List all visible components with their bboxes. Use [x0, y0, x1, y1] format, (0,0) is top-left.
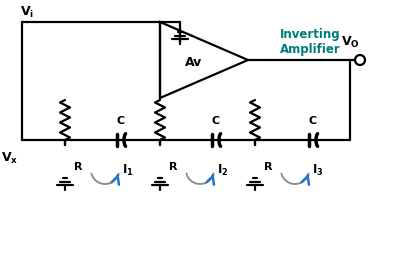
Text: C: C	[117, 116, 125, 126]
Text: Inverting
Amplifier: Inverting Amplifier	[280, 28, 340, 56]
Text: Av: Av	[185, 55, 202, 68]
Text: C: C	[309, 116, 317, 126]
Text: $\mathbf{I_3}$: $\mathbf{I_3}$	[312, 162, 324, 178]
Text: $\mathbf{V_i}$: $\mathbf{V_i}$	[20, 5, 34, 20]
Text: R: R	[169, 163, 177, 172]
Text: R: R	[74, 163, 83, 172]
Text: $\mathbf{V_x}$: $\mathbf{V_x}$	[1, 150, 18, 166]
Text: $\mathbf{I_2}$: $\mathbf{I_2}$	[217, 162, 228, 178]
Text: C: C	[212, 116, 220, 126]
Text: R: R	[264, 163, 273, 172]
Text: $\mathbf{I_1}$: $\mathbf{I_1}$	[122, 162, 134, 178]
Text: $\mathbf{V_O}$: $\mathbf{V_O}$	[340, 35, 359, 50]
